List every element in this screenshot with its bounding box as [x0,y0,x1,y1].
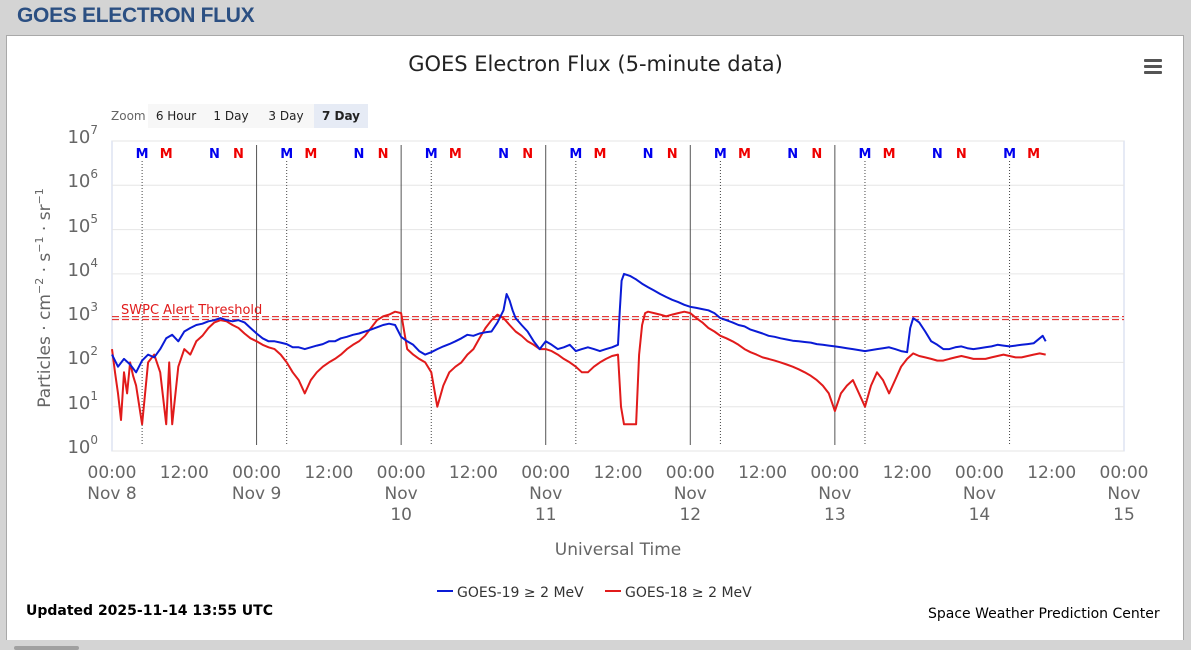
marker-label-n: N [932,147,943,162]
page-header: GOES ELECTRON FLUX [0,0,1191,34]
marker-label-m: M [160,147,173,162]
y-axis-title: Particles · cm−2 · s−1 · sr−1 [33,188,55,408]
updated-timestamp: Updated 2025-11-14 13:55 UTC [26,603,273,619]
marker-label-m: M [136,147,149,162]
marker-label-m: M [569,147,582,162]
x-tick-label: 00:00 Nov 10 [376,463,426,525]
threshold-label: SWPC Alert Threshold [121,303,262,318]
marker-label-m: M [738,147,751,162]
chart-title: GOES Electron Flux (5-minute data) [408,52,783,76]
x-tick-label: 12:00 [159,463,209,483]
page-title: GOES ELECTRON FLUX [17,4,255,27]
x-tick-label: 12:00 [304,463,354,483]
x-tick-label: 12:00 [593,463,643,483]
marker-label-m: M [1027,147,1040,162]
x-tick-label: 00:00 Nov 8 [87,463,137,504]
marker-label-m: M [280,147,293,162]
legend-goes18-swatch [605,590,621,592]
legend-goes19-label: GOES-19 ≥ 2 MeV [457,585,584,601]
x-tick-label: 12:00 [1027,463,1077,483]
x-tick-label: 00:00 Nov 13 [810,463,860,525]
legend-goes18[interactable]: GOES-18 ≥ 2 MeV [605,585,752,601]
marker-label-n: N [787,147,798,162]
legend-goes18-label: GOES-18 ≥ 2 MeV [625,585,752,601]
x-tick-label: 12:00 [448,463,498,483]
x-axis-title: Universal Time [554,540,682,560]
y-tick-label: 102 [67,344,98,370]
series-line-goes-19 [111,272,1047,374]
y-tick-label: 105 [67,211,98,237]
marker-label-m: M [425,147,438,162]
y-tick-label: 100 [67,433,98,458]
marker-label-n: N [522,147,533,162]
marker-label-m: M [883,147,896,162]
marker-label-m: M [304,147,317,162]
marker-label-n: N [233,147,244,162]
plot-border [111,140,1125,452]
marker-label-m: M [593,147,606,162]
marker-label-m: M [449,147,462,162]
series-line-goes-18 [111,310,1046,426]
zoom-7day-button[interactable]: 7 Day [314,104,368,128]
marker-label-m: M [859,147,872,162]
y-tick-label: 101 [67,388,98,414]
y-tick-label: 103 [67,300,98,326]
y-tick-label: 107 [67,123,98,148]
marker-label-m: M [1003,147,1016,162]
scrollbar-thumb[interactable] [14,646,79,650]
marker-label-m: M [714,147,727,162]
chart-menu-icon[interactable] [1144,59,1162,75]
horizontal-scrollbar[interactable] [6,640,1184,649]
marker-label-n: N [811,147,822,162]
credits-link[interactable]: Space Weather Prediction Center [928,606,1160,622]
y-tick-label: 106 [67,167,98,193]
x-tick-label: 00:00 Nov 14 [954,463,1004,525]
x-tick-label: 00:00 Nov 15 [1099,463,1149,525]
marker-label-n: N [354,147,365,162]
marker-label-n: N [378,147,389,162]
zoom-label: Zoom [111,109,146,123]
marker-label-n: N [209,147,220,162]
x-tick-label: 00:00 Nov 11 [521,463,571,525]
marker-label-n: N [667,147,678,162]
y-tick-label: 104 [67,255,98,281]
x-tick-label: 12:00 [882,463,932,483]
marker-label-n: N [498,147,509,162]
zoom-6hour-button[interactable]: 6 Hour [148,104,204,128]
zoom-1day-button[interactable]: 1 Day [204,104,258,128]
legend-goes19-swatch [437,590,453,592]
legend-goes19[interactable]: GOES-19 ≥ 2 MeV [437,585,584,601]
chart-panel [6,35,1184,641]
x-tick-label: 00:00 Nov 9 [231,463,282,504]
zoom-3day-button[interactable]: 3 Day [258,104,314,128]
x-tick-label: 12:00 [738,463,788,483]
x-tick-label: 00:00 Nov 12 [665,463,715,525]
marker-label-n: N [956,147,967,162]
marker-label-n: N [643,147,654,162]
